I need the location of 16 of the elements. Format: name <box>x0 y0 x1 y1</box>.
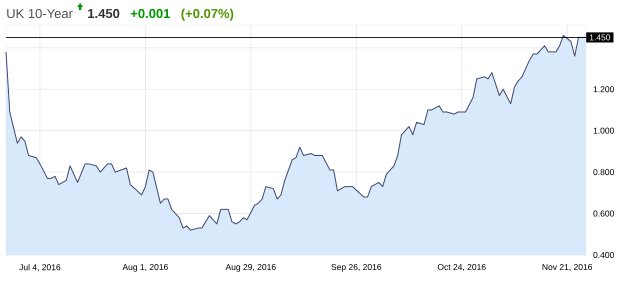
y-tick-label: 0.400 <box>593 252 614 258</box>
text: (+0.07%) <box>181 8 234 21</box>
y-tick-label: 1.200 <box>594 86 614 92</box>
x-tick-label: Nov 21, 2016 <box>542 264 592 272</box>
y-tick-label: 0.600 <box>593 210 614 217</box>
text: 1.450 <box>88 8 120 18</box>
text: +0.001 <box>130 8 170 18</box>
ref-line-label: 1.450 <box>590 34 610 40</box>
y-tick-label: 1.000 <box>594 128 614 134</box>
chart-title: UK 10-Year <box>7 8 73 18</box>
x-tick-label: Sep 26, 2016 <box>331 264 382 272</box>
x-tick-label: Aug 29, 2016 <box>226 264 276 272</box>
x-tick-label: Aug 1, 2016 <box>122 264 168 272</box>
y-tick-label: 0.800 <box>593 169 614 176</box>
x-tick-label: Jul 4, 2016 <box>19 264 60 272</box>
x-tick-label: Oct 24, 2016 <box>438 264 486 272</box>
